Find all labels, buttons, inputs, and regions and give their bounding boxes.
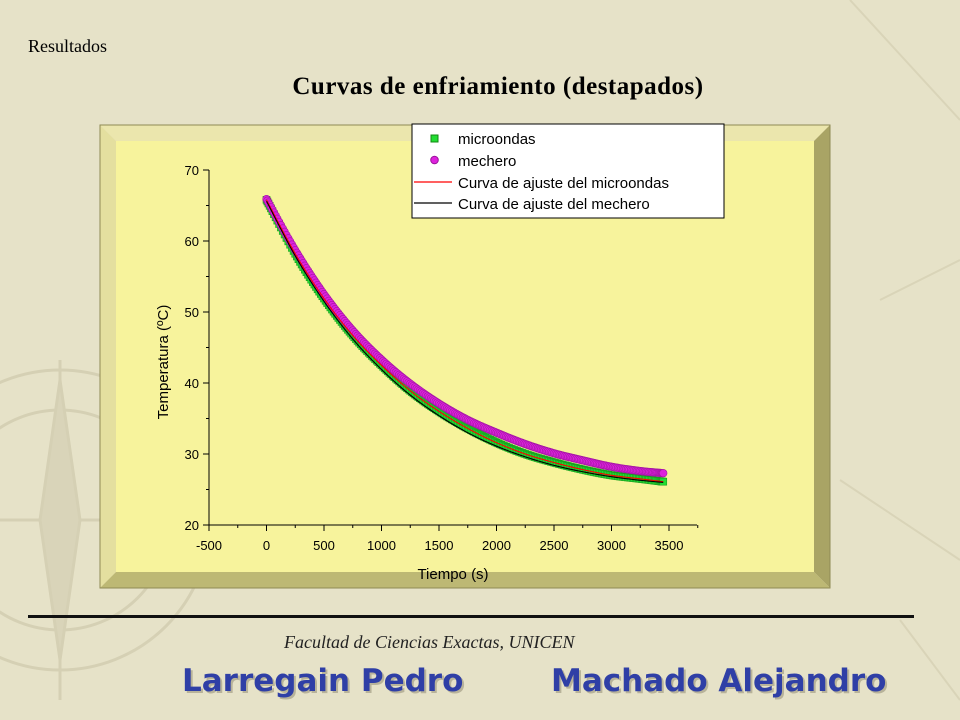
chart-legend: microondas mechero Curva de ajuste del m… bbox=[411, 123, 725, 219]
chart-frame-bottom bbox=[100, 572, 830, 588]
x-axis-label: Tiempo (s) bbox=[417, 566, 488, 583]
y-tick-label: 60 bbox=[185, 234, 199, 249]
author-name: Larregain Pedro bbox=[182, 663, 464, 699]
y-axis-label: Temperatura (ºC) bbox=[155, 305, 172, 420]
data-point bbox=[659, 469, 668, 478]
footer-rule bbox=[28, 615, 914, 618]
chart-frame-right bbox=[814, 125, 830, 588]
legend-box bbox=[411, 123, 725, 219]
cooling-curves-chart: -500 0 500 1000 1500 2000 2500 3000 3500 20 30 40 50… bbox=[99, 123, 831, 589]
legend-marker-mechero bbox=[430, 155, 439, 165]
y-tick-label: 20 bbox=[185, 518, 199, 533]
x-tick-label: -500 bbox=[196, 538, 222, 553]
section-label: Resultados bbox=[28, 36, 107, 56]
y-tick-label: 50 bbox=[185, 305, 199, 320]
legend-marker-microondas bbox=[430, 134, 439, 143]
x-tick-label: 3000 bbox=[597, 538, 626, 553]
legend-label-fit-microondas: Curva de ajuste del microondas bbox=[458, 175, 669, 192]
chart-frame-left bbox=[100, 125, 116, 588]
x-tick-label: 2500 bbox=[540, 538, 569, 553]
series-mechero bbox=[262, 195, 668, 478]
fit-line-curva-de-ajuste-del-mechero bbox=[266, 200, 664, 483]
author-name: Machado Alejandro bbox=[551, 663, 887, 699]
y-tick-label: 70 bbox=[185, 163, 199, 178]
x-tick-label: 500 bbox=[313, 538, 335, 553]
x-tick-label: 1500 bbox=[425, 538, 454, 553]
x-tick-label: 2000 bbox=[482, 538, 511, 553]
fit-line-curva-de-ajuste-del-microondas bbox=[266, 199, 664, 483]
footer-institution: Facultad de Ciencias Exactas, UNICEN bbox=[284, 632, 575, 652]
x-tick-label: 3500 bbox=[655, 538, 684, 553]
x-tick-label: 1000 bbox=[367, 538, 396, 553]
y-tick-label: 40 bbox=[185, 376, 199, 391]
y-tick-label: 30 bbox=[185, 447, 199, 462]
legend-label-fit-mechero: Curva de ajuste del mechero bbox=[458, 196, 650, 213]
x-tick-label: 0 bbox=[263, 538, 270, 553]
slide-title: Curvas de enfriamiento (destapados) bbox=[292, 73, 704, 100]
legend-label-microondas: microondas bbox=[458, 131, 536, 148]
legend-label-mechero: mechero bbox=[458, 153, 516, 170]
